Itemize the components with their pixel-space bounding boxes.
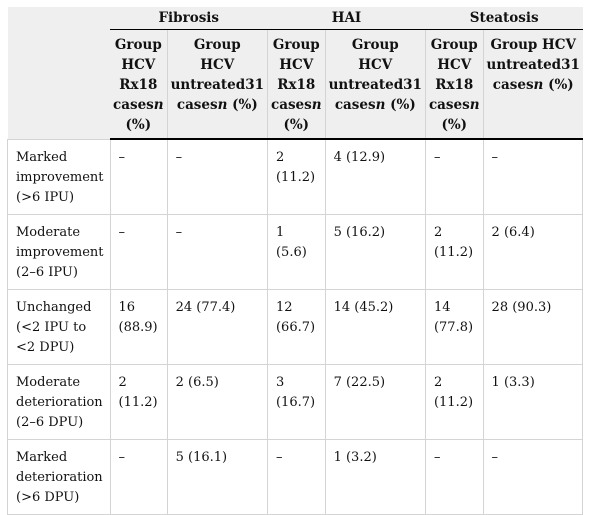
table-cell: 2 (11.2) [424, 213, 484, 290]
table-cell: – [482, 138, 584, 215]
table-cell: 5 (16.1) [166, 438, 268, 515]
table-cell: 14 (45.2) [324, 288, 426, 365]
table-cell: 4 (12.9) [324, 138, 426, 215]
table-cell: – [482, 438, 584, 515]
group-header-steatosis: Steatosis [425, 7, 583, 30]
table-cell: 1 (3.2) [324, 438, 426, 515]
table-cell: 3 (16.7) [266, 363, 326, 440]
group-header-hai: HAI [267, 7, 426, 30]
table-cell: – [424, 438, 484, 515]
subheader-steatosis-rx: Group HCV Rx18 casesn (%) [425, 29, 484, 140]
row-label: Moderate improvement (2–6 IPU) [7, 213, 111, 290]
table-cell: – [266, 438, 326, 515]
results-table: Fibrosis HAI Steatosis Group HCV Rx18 ca… [7, 7, 584, 515]
subheader-hai-rx: Group HCV Rx18 casesn (%) [267, 29, 326, 140]
table-cell: 28 (90.3) [482, 288, 584, 365]
table-cell: – [109, 213, 168, 290]
table-cell: 2 (11.2) [266, 138, 326, 215]
table-cell: 5 (16.2) [324, 213, 426, 290]
table-cell: 2 (6.5) [166, 363, 268, 440]
table-cell: 1 (5.6) [266, 213, 326, 290]
table-cell: 2 (6.4) [482, 213, 584, 290]
table-row: Moderate improvement (2–6 IPU) – – 1 (5.6)… [7, 213, 584, 290]
table-cell: 16 (88.9) [109, 288, 168, 365]
table-cell: – [166, 213, 268, 290]
table-cell: – [109, 138, 168, 215]
subheader-fibrosis-untreated: Group HCV untreated31 casesn (%) [167, 29, 268, 140]
row-label: Moderate deterioration (2–6 DPU) [7, 363, 111, 440]
table-cell: – [424, 138, 484, 215]
table-row: Moderate deterioration (2–6 DPU) 2 (11.2) … [7, 363, 584, 440]
table-cell: 7 (22.5) [324, 363, 426, 440]
table-cell: 12 (66.7) [266, 288, 326, 365]
group-header-fibrosis: Fibrosis [110, 7, 268, 30]
corner-cell [7, 7, 111, 139]
table-cell: – [109, 438, 168, 515]
row-label: Unchanged (<2 IPU to <2 DPU) [7, 288, 111, 365]
subheader-fibrosis-rx: Group HCV Rx18 casesn (%) [110, 29, 168, 140]
subheader-hai-untreated: Group HCV untreated31 casesn (%) [325, 29, 426, 140]
table-cell: 2 (11.2) [109, 363, 168, 440]
subheader-steatosis-untreated: Group HCV untreated31 casesn (%) [483, 29, 583, 140]
table-cell: 1 (3.3) [482, 363, 584, 440]
table-cell: – [166, 138, 268, 215]
table-cell: 14 (77.8) [424, 288, 484, 365]
row-label: Marked improvement (>6 IPU) [7, 138, 111, 215]
table-cell: 24 (77.4) [166, 288, 268, 365]
table-cell: 2 (11.2) [424, 363, 484, 440]
table-row: Unchanged (<2 IPU to <2 DPU) 16 (88.9) 24 … [7, 288, 584, 365]
table-row: Marked improvement (>6 IPU) – – 2 (11.2) 4… [7, 138, 584, 215]
table-row: Marked deterioration (>6 DPU) – 5 (16.1) –… [7, 438, 584, 515]
row-label: Marked deterioration (>6 DPU) [7, 438, 111, 515]
